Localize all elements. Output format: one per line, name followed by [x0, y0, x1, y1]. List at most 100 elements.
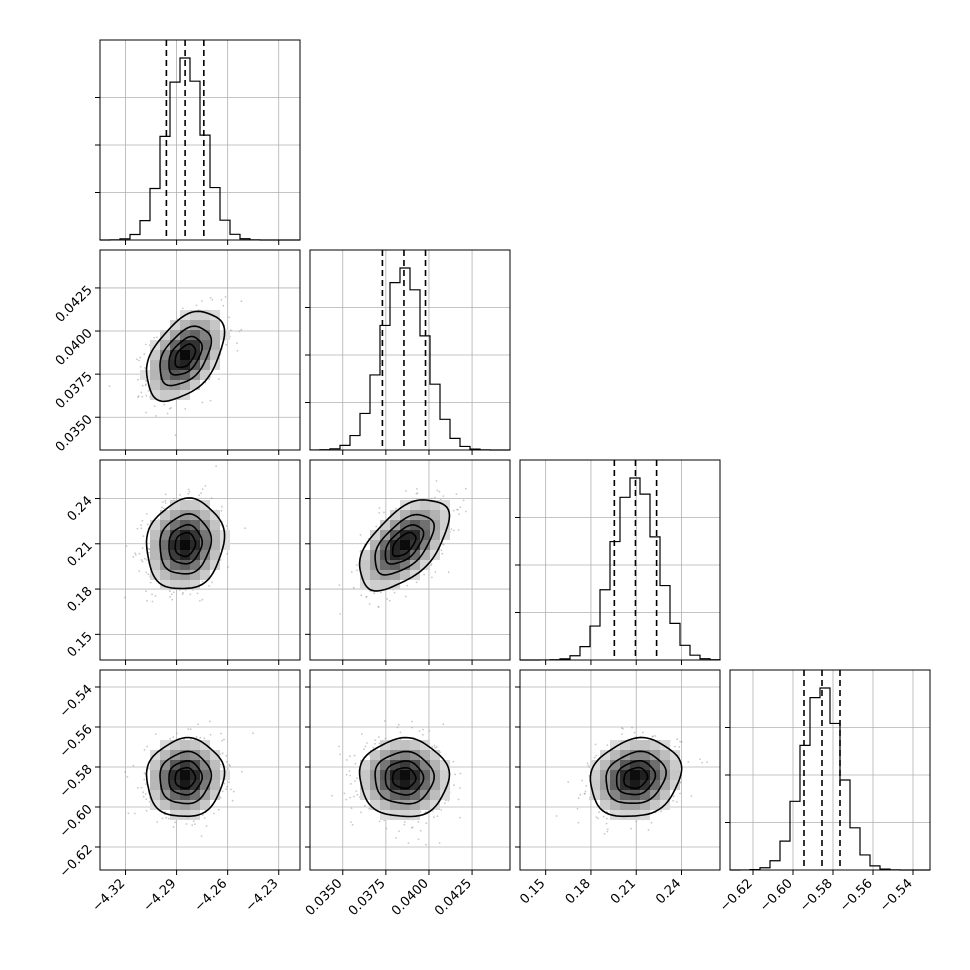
density-cell	[650, 740, 660, 750]
scatter-point	[146, 745, 149, 748]
scatter-point	[153, 405, 156, 408]
scatter-point	[417, 820, 420, 823]
density-cell	[150, 520, 160, 530]
x-tick-label: −0.62	[717, 876, 756, 915]
density-cell	[390, 760, 400, 770]
scatter-point	[444, 802, 446, 805]
panel-frame	[309, 249, 511, 451]
scatter-point	[418, 730, 421, 732]
scatter-point	[195, 304, 198, 307]
density-cell	[610, 740, 620, 750]
density-cell	[170, 340, 180, 350]
scatter-point	[372, 746, 375, 749]
density-cell	[180, 570, 190, 580]
scatter-point	[459, 772, 462, 775]
scatter-point	[189, 593, 192, 596]
contour-line	[374, 750, 436, 805]
density-cell	[390, 750, 400, 760]
scatter-point	[631, 726, 633, 729]
density-cell	[180, 530, 190, 540]
density-cell	[180, 760, 190, 770]
density-cell	[170, 500, 180, 510]
density-cell	[410, 780, 420, 790]
x-tick-label: 0.18	[563, 876, 594, 907]
scatter-point	[355, 790, 358, 792]
x-tick-label: −4.26	[192, 876, 231, 915]
scatter-point	[396, 726, 399, 729]
density-cell	[160, 550, 170, 560]
scatter-point	[169, 590, 171, 593]
scatter-point	[595, 816, 598, 819]
density-cell	[190, 740, 200, 750]
scatter-point	[145, 380, 148, 383]
density-cell	[430, 500, 440, 510]
density-cell	[170, 780, 180, 790]
y-tick-label: 0.0425	[53, 283, 96, 326]
scatter-point	[584, 790, 587, 793]
scatter-point	[388, 599, 391, 602]
density-cell	[640, 740, 650, 750]
scatter-point	[220, 510, 223, 512]
y-tick-label: 0.15	[65, 629, 96, 660]
scatter-point	[165, 816, 168, 819]
scatter-point	[151, 593, 153, 596]
density-cell	[400, 520, 410, 530]
density-cell	[190, 780, 200, 790]
density-cell	[180, 320, 190, 330]
panel-frame	[729, 669, 931, 871]
scatter-point	[654, 735, 657, 737]
scatter-point	[436, 489, 439, 492]
density-cell	[620, 790, 630, 800]
scatter-point	[137, 378, 139, 381]
density-cell	[660, 770, 670, 780]
density-cell	[210, 780, 220, 790]
scatter-point	[456, 508, 458, 511]
scatter-point	[679, 740, 682, 743]
density-cell	[200, 770, 210, 780]
scatter-point	[227, 566, 229, 569]
scatter-point	[201, 401, 204, 404]
scatter-point	[225, 788, 228, 791]
scatter-point	[140, 786, 143, 789]
density-cell	[360, 770, 370, 780]
density-cell	[190, 790, 200, 800]
density-cell	[410, 540, 420, 550]
scatter-point	[164, 493, 167, 496]
scatter-point	[395, 837, 397, 839]
density-cell	[220, 540, 230, 550]
scatter-point	[232, 790, 235, 793]
scatter-point	[339, 753, 341, 756]
histogram-series	[99, 57, 300, 241]
density-cell	[380, 760, 390, 770]
scatter-point	[219, 763, 222, 766]
density-cell	[180, 740, 190, 750]
y-tick-label: 0.21	[65, 539, 96, 570]
scatter-point	[252, 732, 254, 735]
scatter-point	[194, 823, 196, 825]
density-cell	[170, 740, 180, 750]
scatter-point	[464, 487, 467, 490]
contour-line	[384, 760, 425, 796]
scatter-point	[175, 732, 178, 735]
scatter-point	[338, 584, 341, 586]
y-tick-label: −0.62	[57, 842, 96, 881]
scatter-point	[225, 754, 228, 757]
density-cell	[630, 770, 640, 780]
density-cell	[610, 770, 620, 780]
density-cell	[150, 560, 160, 570]
density-cell	[630, 760, 640, 770]
scatter-point	[348, 770, 351, 772]
scatter-point	[143, 353, 146, 356]
scatter-point	[145, 590, 147, 592]
scatter-point	[350, 571, 353, 573]
scatter-point	[373, 592, 376, 595]
scatter-point	[211, 581, 213, 584]
scatter-point	[352, 586, 355, 589]
density-cell	[170, 570, 180, 580]
scatter-point	[433, 744, 436, 747]
density-cell	[150, 350, 160, 360]
density-cell	[380, 790, 390, 800]
density-cell	[150, 540, 160, 550]
contour-line	[168, 760, 204, 796]
density-cell	[640, 790, 650, 800]
